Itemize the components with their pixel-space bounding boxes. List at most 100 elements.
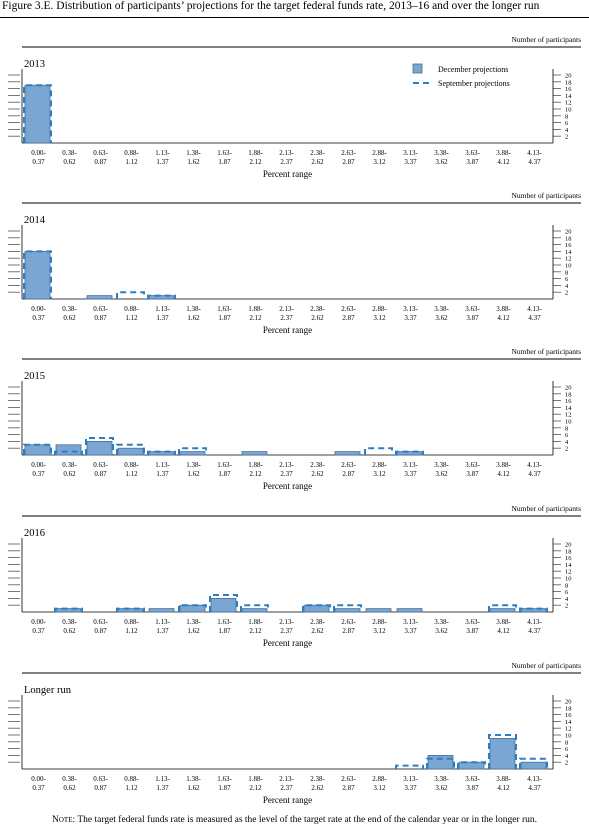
x-tick-label: 1.63- — [217, 149, 232, 157]
outline-september — [519, 757, 548, 769]
x-tick-label: 1.62 — [187, 314, 200, 322]
x-tick-label: 2.12 — [249, 470, 262, 478]
x-tick-label: 3.38- — [434, 149, 449, 157]
x-tick-label: 3.63- — [465, 775, 480, 783]
title-rule — [0, 17, 589, 18]
outline-september — [23, 84, 52, 143]
outline-september — [240, 604, 269, 612]
x-tick-label: 1.37 — [156, 158, 169, 166]
x-axis-label: Percent range — [263, 795, 312, 805]
x-tick-label: 1.63- — [217, 305, 232, 313]
x-tick-label: 2.13- — [279, 149, 294, 157]
x-tick-label: 1.12 — [125, 470, 138, 478]
panel-label: 2015 — [24, 371, 45, 382]
x-tick-label: 2.63- — [341, 775, 356, 783]
x-tick-label: 1.62 — [187, 627, 200, 635]
y-tick-label: 2 — [565, 134, 568, 141]
y-tick-label: 16 — [565, 555, 572, 562]
outline-september — [116, 443, 145, 455]
x-tick-label: 1.87 — [218, 158, 231, 166]
x-tick-label: 1.13- — [155, 305, 170, 313]
bar-december — [179, 451, 206, 456]
x-tick-label: 2.38- — [310, 461, 325, 469]
x-tick-label: 3.62 — [435, 784, 448, 792]
x-tick-label: 3.38- — [434, 305, 449, 313]
x-tick-label: 3.63- — [465, 149, 480, 157]
y-tick-label: 2 — [565, 290, 568, 297]
x-tick-label: 3.12 — [373, 627, 386, 635]
x-tick-label: 3.87 — [466, 470, 479, 478]
bar-december — [458, 761, 485, 770]
x-tick-label: 2.13- — [279, 461, 294, 469]
x-tick-label: 1.12 — [125, 314, 138, 322]
chart-panel-4: Number of participants Longer run 24681012… — [8, 661, 581, 805]
x-tick-label: 3.87 — [466, 784, 479, 792]
x-tick-label: 3.37 — [404, 314, 417, 322]
y-axis-title: Number of participants — [511, 35, 581, 44]
y-axis-title: Number of participants — [511, 347, 581, 356]
x-tick-label: 1.87 — [218, 314, 231, 322]
x-tick-label: 3.63- — [465, 618, 480, 626]
outline-september — [302, 604, 331, 612]
x-tick-label: 2.87 — [342, 314, 355, 322]
outline-september — [488, 604, 517, 612]
panel-label: 2013 — [24, 59, 45, 70]
x-tick-label: 2.88- — [372, 149, 387, 157]
bar-december — [520, 761, 547, 770]
bar-december — [86, 295, 113, 300]
x-tick-label: 1.63- — [217, 618, 232, 626]
x-tick-label: 1.87 — [218, 627, 231, 635]
x-tick-label: 3.88- — [496, 305, 511, 313]
x-tick-label: 0.37 — [32, 784, 45, 792]
x-tick-label: 1.37 — [156, 784, 169, 792]
x-tick-label: 3.13- — [403, 305, 418, 313]
outline-september — [147, 450, 176, 455]
x-tick-label: 0.88- — [124, 149, 139, 157]
x-tick-label: 0.88- — [124, 775, 139, 783]
outline-september — [178, 604, 207, 612]
x-axis-label: Percent range — [263, 481, 312, 491]
x-tick-label: 1.62 — [187, 158, 200, 166]
x-tick-label: 2.88- — [372, 461, 387, 469]
x-tick-label: 2.63- — [341, 149, 356, 157]
x-tick-label: 0.88- — [124, 618, 139, 626]
x-tick-label: 2.13- — [279, 618, 294, 626]
x-tick-label: 2.38- — [310, 775, 325, 783]
x-tick-label: 4.37 — [528, 627, 541, 635]
x-tick-label: 1.63- — [217, 461, 232, 469]
chart-panel-0: Number of participants 2013 24681012141618… — [8, 35, 581, 179]
x-tick-label: 4.12 — [497, 314, 510, 322]
bar-december — [117, 447, 144, 456]
bar-december — [241, 608, 268, 613]
x-tick-label: 2.37 — [280, 158, 293, 166]
x-tick-label: 0.62 — [63, 784, 76, 792]
y-tick-label: 2 — [565, 603, 568, 610]
y-tick-label: 4 — [565, 439, 569, 446]
bar-december — [334, 451, 361, 456]
outline-september — [116, 291, 145, 299]
y-tick-label: 14 — [565, 249, 572, 256]
x-tick-label: 0.63- — [93, 618, 108, 626]
bar-december — [210, 598, 237, 613]
x-tick-label: 3.37 — [404, 158, 417, 166]
outline-september — [426, 757, 455, 769]
y-tick-label: 16 — [565, 712, 572, 719]
y-tick-label: 16 — [565, 398, 572, 405]
x-tick-label: 0.63- — [93, 775, 108, 783]
y-tick-label: 8 — [565, 739, 568, 746]
x-tick-label: 2.12 — [249, 158, 262, 166]
figure-title: Figure 3.E. Distribution of participants… — [2, 0, 540, 12]
y-axis-title: Number of participants — [511, 661, 581, 670]
x-tick-label: 0.87 — [94, 784, 107, 792]
y-tick-label: 6 — [565, 432, 569, 439]
y-tick-label: 18 — [565, 235, 572, 242]
y-tick-label: 10 — [565, 419, 572, 426]
outline-september — [395, 764, 424, 769]
x-tick-label: 0.88- — [124, 461, 139, 469]
x-tick-label: 2.62 — [311, 314, 324, 322]
x-tick-label: 0.37 — [32, 470, 45, 478]
x-tick-label: 1.12 — [125, 158, 138, 166]
x-tick-label: 1.38- — [186, 775, 201, 783]
x-tick-label: 1.88- — [248, 305, 263, 313]
